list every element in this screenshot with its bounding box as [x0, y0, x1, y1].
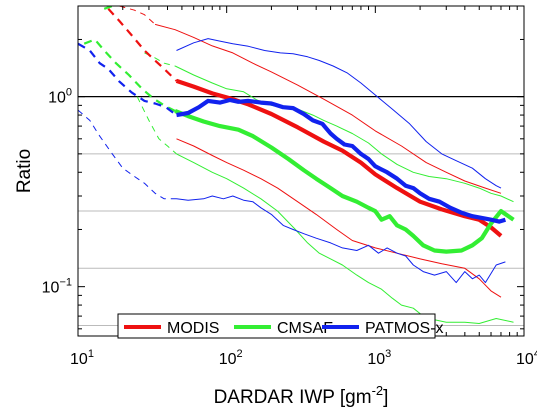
y-tick-label-1-exponent: 0 [66, 87, 72, 99]
cmsaf-lower-line-6 [136, 96, 177, 155]
x-tick-label-0-base: 10 [70, 351, 88, 368]
modis-median-line-1 [107, 8, 178, 82]
cmsaf-upper-line-3 [174, 65, 514, 203]
y-tick-label-1: 100 [48, 87, 72, 107]
modis-upper-line-4 [119, 6, 156, 25]
legend-label-modis: MODIS [167, 320, 219, 337]
patmos-x-lower-line-4 [78, 109, 177, 200]
legend-label-patmos-x: PATMOS-x [365, 320, 444, 337]
x-tick-label-2-exponent: 3 [385, 348, 391, 360]
x-tick-label-0: 101 [70, 348, 94, 368]
y-tick-label-0-base: 10 [42, 280, 60, 297]
x-tick-label-1-base: 10 [219, 351, 237, 368]
patmos-x-lower-line-3 [176, 195, 506, 284]
patmos-x-median-line-1 [78, 42, 178, 116]
x-tick-label-3: 104 [516, 348, 537, 368]
series-lines [78, 6, 515, 324]
x-tick-label-3-exponent: 4 [534, 348, 537, 360]
cmsaf-lower-line-4 [176, 153, 514, 324]
x-axis-label-end: ] [383, 387, 388, 408]
cmsaf-median-line-0 [174, 109, 515, 254]
modis-upper-line-2 [154, 23, 502, 194]
x-tick-label-3-base: 10 [516, 351, 534, 368]
y-axis-label: Ratio [14, 149, 35, 193]
legend: MODIS CMSAF PATMOS-x [117, 313, 444, 339]
y-tick-label-0: 10−1 [42, 277, 72, 297]
x-tick-label-2-base: 10 [367, 351, 385, 368]
x-axis-label: DARDAR IWP [gm-2] [214, 383, 389, 408]
legend-label-cmsaf: CMSAF [277, 320, 333, 337]
x-tick-label-1-exponent: 2 [237, 348, 243, 360]
modis-lower-line-3 [176, 138, 502, 298]
cmsaf-median-line-1 [83, 38, 176, 112]
patmos-x-median-line-0 [176, 97, 507, 224]
modis-median-line-0 [175, 78, 503, 238]
patmos-x-upper-line-2 [176, 38, 502, 189]
x-tick-label-0-exponent: 1 [88, 348, 94, 360]
y-tick-label-1-base: 10 [48, 90, 66, 107]
x-tick-label-1: 102 [219, 348, 243, 368]
x-axis-label-exponent: -2 [372, 383, 384, 398]
x-tick-label-2: 103 [367, 348, 391, 368]
y-tick-label-0-exponent: −1 [59, 277, 72, 289]
x-axis-label-main: DARDAR IWP [gm [214, 387, 372, 408]
legend-box [117, 313, 436, 339]
